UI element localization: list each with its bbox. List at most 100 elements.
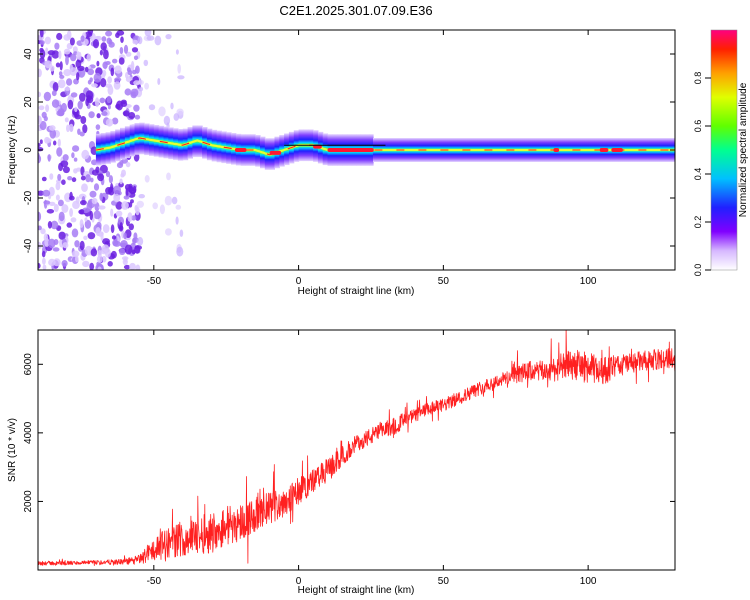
noise-blob — [49, 129, 57, 139]
noise-blob — [105, 30, 113, 37]
noise-blob — [80, 200, 87, 206]
noise-blob — [95, 227, 101, 236]
noise-blob — [91, 159, 98, 166]
noise-blob — [97, 266, 102, 270]
noise-blob — [38, 147, 44, 152]
figure-title: C2E1.2025.301.07.09.E36 — [279, 3, 432, 18]
noise-blob — [52, 82, 59, 92]
noise-blob — [127, 69, 133, 76]
colorbar-tick-label: 0.0 — [693, 264, 703, 277]
noise-blob — [114, 65, 122, 74]
noise-blob — [70, 217, 77, 223]
noise-blob — [49, 201, 56, 206]
noise-blob — [89, 190, 97, 198]
noise-blob — [118, 57, 125, 65]
noise-blob — [120, 101, 128, 107]
noise-blob — [113, 81, 121, 90]
noise-blob — [38, 115, 42, 125]
noise-blob — [57, 138, 61, 147]
noise-blob — [80, 175, 86, 181]
noise-blob — [89, 77, 93, 82]
noise-blob — [113, 185, 121, 195]
noise-blob — [38, 190, 45, 196]
noise-blob — [43, 115, 48, 122]
noise-blob — [49, 173, 54, 180]
colorbar: 0.0 0.2 0.4 0.6 0.8 Normalized spectral ampl… — [693, 29, 749, 277]
noise-blob — [144, 175, 150, 183]
noise-blob — [91, 83, 98, 88]
noise-blob — [123, 264, 131, 270]
noise-blob — [66, 222, 73, 228]
noise-blob — [119, 178, 123, 185]
noise-blob — [45, 47, 49, 56]
noise-blob — [61, 260, 68, 267]
noise-blob — [70, 53, 77, 62]
noise-blob — [95, 124, 101, 130]
noise-blob — [57, 199, 64, 207]
y-tick-label: 40 — [23, 48, 34, 60]
noise-blob — [54, 42, 60, 50]
noise-blob — [100, 78, 107, 88]
noise-blob — [130, 60, 135, 71]
spectrogram-ylabel: Frequency (Hz) — [7, 116, 18, 185]
noise-blob — [112, 239, 119, 247]
noise-blob — [69, 208, 73, 217]
x-tick-label: 0 — [296, 276, 302, 287]
noise-blob — [65, 55, 69, 66]
snr-xlabel: Height of straight line (km) — [298, 585, 415, 596]
noise-blob — [152, 202, 158, 210]
noise-blob — [137, 236, 144, 246]
noise-blob — [70, 92, 78, 98]
noise-blob — [98, 205, 106, 210]
noise-blob — [84, 219, 92, 229]
noise-blob — [99, 97, 106, 104]
noise-blob — [42, 257, 46, 265]
noise-blob — [84, 66, 89, 73]
noise-blob — [81, 183, 88, 192]
noise-blob — [75, 59, 82, 69]
noise-blob — [176, 108, 184, 116]
noise-blob — [105, 118, 114, 127]
x-tick-label: 50 — [438, 576, 450, 587]
noise-blob — [96, 255, 103, 263]
noise-blob — [107, 76, 112, 84]
noise-blob — [64, 117, 69, 123]
noise-blob — [138, 80, 144, 85]
colorbar-tick-label: 0.2 — [693, 216, 703, 229]
noise-blob — [74, 114, 82, 120]
noise-blob — [129, 262, 136, 270]
noise-blob — [119, 248, 126, 255]
noise-blob — [124, 88, 132, 96]
noise-blob — [133, 55, 139, 61]
noise-blob — [123, 44, 129, 54]
y-tick-label: 6000 — [23, 353, 34, 376]
carrier-peak-spot — [553, 148, 560, 152]
noise-blob — [71, 228, 79, 238]
noise-blob — [113, 193, 121, 203]
noise-blob — [101, 111, 108, 116]
noise-blob — [122, 110, 130, 117]
noise-blob — [39, 120, 47, 131]
carrier-peak-line — [95, 137, 675, 156]
noise-blob — [74, 240, 80, 248]
noise-blob — [79, 92, 86, 102]
noise-blob — [110, 208, 114, 217]
noise-blob — [69, 37, 75, 46]
carrier-peak-spot — [327, 148, 374, 152]
noise-blob — [61, 102, 67, 113]
noise-blob — [51, 99, 60, 108]
noise-blob — [115, 201, 123, 210]
noise-blob — [84, 217, 88, 222]
x-tick-label: 50 — [438, 276, 450, 287]
noise-blob — [110, 250, 117, 259]
colorbar-ticks: 0.0 0.2 0.4 0.6 0.8 — [693, 72, 711, 277]
noise-blob — [85, 174, 91, 183]
noise-blob — [69, 123, 74, 133]
noise-blob — [38, 91, 42, 98]
noise-blob — [115, 32, 120, 38]
noise-blob — [58, 211, 65, 222]
noise-blob — [38, 142, 41, 148]
noise-blob — [102, 224, 110, 234]
noise-blob — [103, 49, 109, 60]
y-tick-label: -20 — [23, 190, 34, 205]
